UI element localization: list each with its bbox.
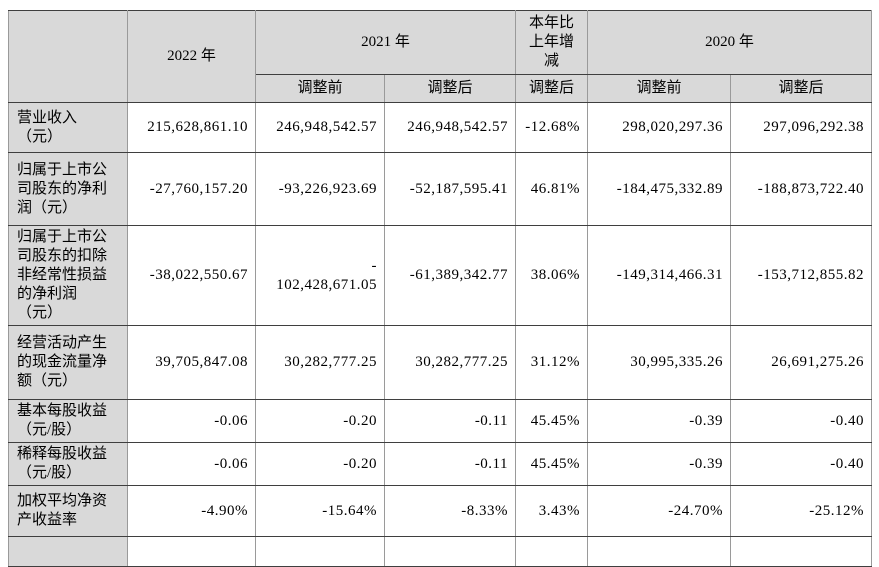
header-year-2020: 2020 年 [587, 10, 873, 75]
row-label: 加权平均净资 产收益率 [8, 485, 128, 537]
cell-2021-before: -15.64% [255, 485, 385, 537]
cell-yoy: 3.43% [515, 485, 589, 537]
cell-2022 [127, 536, 256, 567]
row-label: 稀释每股收益 （元/股） [8, 442, 128, 486]
cell-2021-after: -61,389,342.77 [383, 225, 517, 326]
cell-2022: -0.06 [127, 442, 256, 486]
row-label [8, 536, 128, 567]
cell-2022: -27,760,157.20 [127, 152, 256, 226]
cell-2020-after: -188,873,722.40 [730, 152, 873, 226]
cell-2021-after: -0.11 [383, 442, 517, 486]
cell-2021-before: - 102,428,671.05 [255, 225, 385, 326]
cell-2020-before [587, 536, 732, 567]
subheader-2021-after: 调整后 [383, 74, 517, 103]
table-row-operating-cash-flow: 经营活动产生 的现金流量净 额（元） 39,705,847.08 30,282,… [8, 325, 873, 400]
cell-2021-before [255, 536, 385, 567]
header-year-2022: 2022 年 [127, 10, 256, 103]
cell-2022: -38,022,550.67 [127, 225, 256, 326]
cell-2022: -0.06 [127, 399, 256, 443]
row-label: 归属于上市公 司股东的扣除 非经常性损益 的净利润 （元） [8, 225, 128, 326]
cell-2021-after [383, 536, 517, 567]
cell-yoy: 31.12% [515, 325, 589, 400]
cell-yoy [515, 536, 589, 567]
table-row-partial [8, 536, 873, 567]
cell-yoy: 46.81% [515, 152, 589, 226]
cell-yoy: 45.45% [515, 399, 589, 443]
cell-2021-before: -0.20 [255, 399, 385, 443]
cell-2020-after [730, 536, 873, 567]
cell-2022: -4.90% [127, 485, 256, 537]
cell-2021-before: -0.20 [255, 442, 385, 486]
financial-summary-table: 2022 年 2021 年 本年比 上年增 减 2020 年 调整前 调整后 调… [8, 10, 873, 567]
cell-2020-after: -0.40 [730, 442, 873, 486]
header-row-adjustments: 调整前 调整后 调整后 调整前 调整后 [9, 74, 873, 103]
header-row-years: 2022 年 2021 年 本年比 上年增 减 2020 年 [8, 10, 873, 103]
subheader-2021-before: 调整前 [255, 74, 385, 103]
corner-cell [8, 10, 128, 103]
table-row-net-profit: 归属于上市公 司股东的净利 润（元） -27,760,157.20 -93,22… [8, 152, 873, 226]
cell-yoy: 38.06% [515, 225, 589, 326]
cell-2020-after: -0.40 [730, 399, 873, 443]
cell-2020-before: -24.70% [587, 485, 732, 537]
cell-2020-after: 26,691,275.26 [730, 325, 873, 400]
cell-2021-before: 30,282,777.25 [255, 325, 385, 400]
cell-2020-after: -153,712,855.82 [730, 225, 873, 326]
cell-yoy: 45.45% [515, 442, 589, 486]
cell-yoy: -12.68% [515, 102, 589, 153]
cell-2022: 39,705,847.08 [127, 325, 256, 400]
subheader-2020-before: 调整前 [587, 74, 732, 103]
row-label: 营业收入 （元） [8, 102, 128, 153]
cell-2021-after: -8.33% [383, 485, 517, 537]
cell-2020-after: -25.12% [730, 485, 873, 537]
table-row-weighted-avg-roe: 加权平均净资 产收益率 -4.90% -15.64% -8.33% 3.43% … [8, 485, 873, 537]
cell-2021-after: 246,948,542.57 [383, 102, 517, 153]
cell-2021-before: 246,948,542.57 [255, 102, 385, 153]
subheader-yoy-after: 调整后 [515, 74, 589, 103]
cell-2020-before: -184,475,332.89 [587, 152, 732, 226]
cell-2021-after: -52,187,595.41 [383, 152, 517, 226]
cell-2021-after: -0.11 [383, 399, 517, 443]
table-row-revenue: 营业收入 （元） 215,628,861.10 246,948,542.57 2… [8, 102, 873, 153]
cell-2022: 215,628,861.10 [127, 102, 256, 153]
subheader-2020-after: 调整后 [730, 74, 873, 103]
header-year-2021: 2021 年 [254, 10, 517, 75]
table-row-diluted-eps: 稀释每股收益 （元/股） -0.06 -0.20 -0.11 45.45% -0… [8, 442, 873, 486]
row-label: 经营活动产生 的现金流量净 额（元） [8, 325, 128, 400]
cell-2020-before: -0.39 [587, 399, 732, 443]
row-label: 基本每股收益 （元/股） [8, 399, 128, 443]
cell-2020-before: 298,020,297.36 [587, 102, 732, 153]
cell-2021-before: -93,226,923.69 [255, 152, 385, 226]
table-row-net-profit-excl-nonrecurring: 归属于上市公 司股东的扣除 非经常性损益 的净利润 （元） -38,022,55… [8, 225, 873, 326]
cell-2020-before: -149,314,466.31 [587, 225, 732, 326]
cell-2020-before: 30,995,335.26 [587, 325, 732, 400]
cell-2020-before: -0.39 [587, 442, 732, 486]
cell-2021-after: 30,282,777.25 [383, 325, 517, 400]
cell-2020-after: 297,096,292.38 [730, 102, 873, 153]
header-yoy-change: 本年比 上年增 减 [515, 10, 589, 75]
table-row-basic-eps: 基本每股收益 （元/股） -0.06 -0.20 -0.11 45.45% -0… [8, 399, 873, 443]
row-label: 归属于上市公 司股东的净利 润（元） [8, 152, 128, 226]
table-container: 2022 年 2021 年 本年比 上年增 减 2020 年 调整前 调整后 调… [8, 10, 873, 567]
